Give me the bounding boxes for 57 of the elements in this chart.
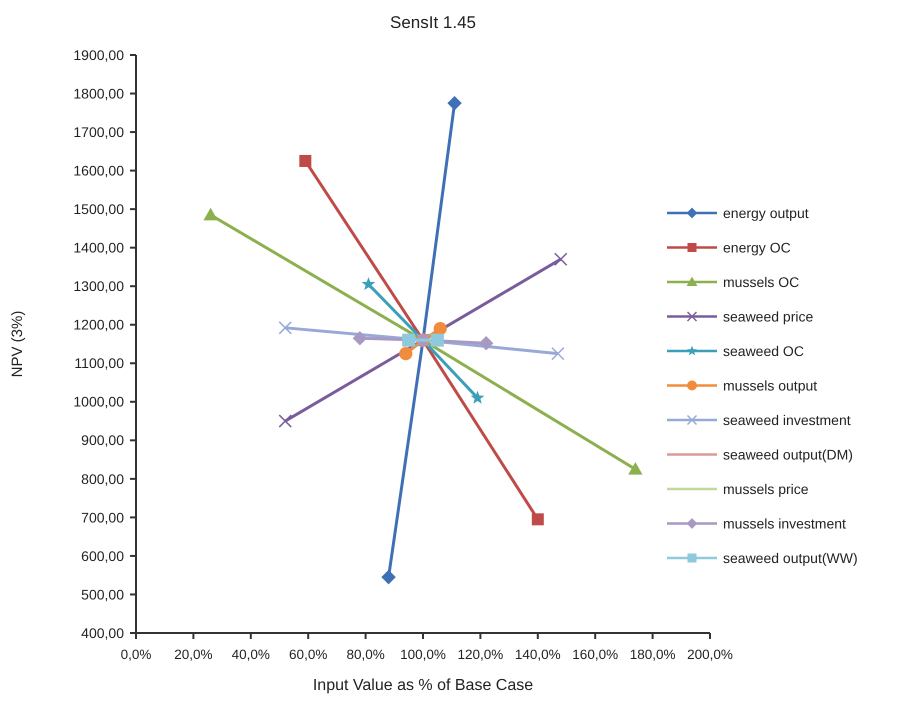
point	[430, 334, 444, 347]
y-tick-label: 1900,00	[73, 46, 124, 63]
y-tick-label: 1800,00	[73, 85, 124, 102]
legend-label: energy OC	[723, 239, 791, 256]
legend-label: mussels investment	[723, 515, 846, 532]
point	[478, 336, 494, 350]
legend-label: seaweed price	[723, 308, 814, 324]
chart-title: SensIt 1.45	[390, 13, 476, 32]
y-axis-title: NPV (3%)	[9, 310, 26, 378]
y-tick-label: 1300,00	[73, 278, 124, 294]
point	[399, 347, 412, 360]
x-tick-label: 60,0%	[289, 647, 328, 662]
legend-label: mussels output	[723, 377, 818, 394]
x-tick-label: 160,0%	[572, 647, 618, 662]
point	[447, 96, 462, 110]
point	[470, 390, 484, 404]
point	[278, 414, 292, 428]
x-tick-label: 20,0%	[174, 647, 213, 662]
point	[362, 277, 376, 290]
legend-label: seaweed output(WW)	[723, 550, 858, 566]
x-tick-label: 40,0%	[232, 647, 270, 662]
x-tick-label: 120,0%	[458, 647, 504, 662]
x-tick-label: 180,0%	[630, 647, 676, 662]
x-axis-title: Input Value as % of Base Case	[312, 677, 534, 694]
y-tick-label: 1700,00	[73, 124, 124, 140]
point	[434, 322, 447, 336]
y-tick-label: 1500,00	[73, 201, 124, 218]
legend-label: seaweed investment	[723, 412, 851, 428]
point	[402, 334, 416, 347]
y-tick-label: 400,00	[81, 624, 124, 641]
point	[381, 570, 396, 584]
legend-label: seaweed OC	[723, 342, 804, 359]
legend-label: mussels price	[723, 480, 809, 497]
x-tick-label: 80,0%	[346, 647, 385, 662]
x-tick-label: 140,0%	[514, 647, 561, 662]
legend-label: seaweed output(DM)	[723, 446, 853, 462]
point	[299, 154, 312, 167]
y-tick-label: 1400,00	[73, 240, 124, 256]
point	[278, 321, 292, 335]
y-tick-label: 800,00	[81, 470, 124, 487]
legend-label: mussels OC	[723, 274, 800, 290]
legend-label: energy output	[723, 204, 809, 221]
y-tick-label: 900,00	[81, 432, 124, 448]
point	[352, 331, 368, 346]
x-tick-label: 100,0%	[400, 647, 446, 662]
y-tick-label: 1600,00	[73, 162, 124, 178]
x-tick-label: 200,0%	[687, 647, 733, 662]
y-tick-label: 1200,00	[73, 316, 124, 333]
y-tick-label: 500,00	[81, 586, 124, 602]
point	[554, 252, 568, 266]
y-tick-label: 1000,00	[73, 394, 124, 410]
point	[532, 513, 544, 526]
point	[551, 346, 565, 360]
y-tick-label: 1100,00	[74, 355, 124, 372]
y-tick-label: 600,00	[81, 548, 124, 564]
y-tick-label: 700,00	[81, 509, 124, 526]
x-tick-label: 0,0%	[120, 647, 152, 662]
